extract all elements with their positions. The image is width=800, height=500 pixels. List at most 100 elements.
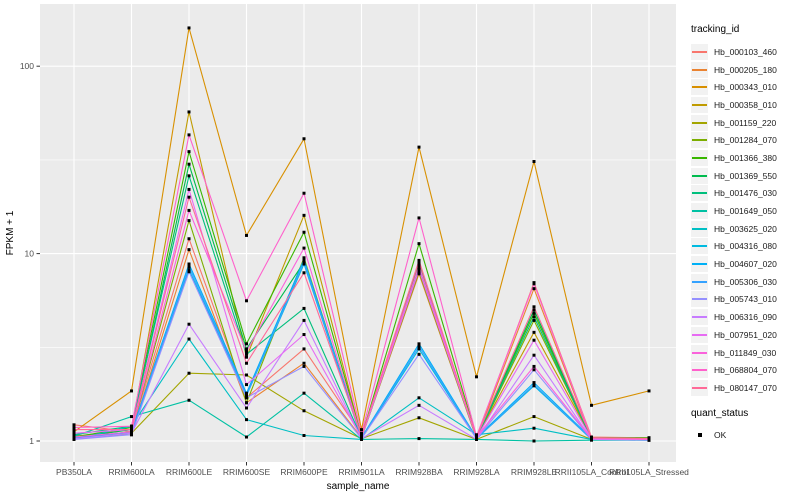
data-point	[187, 371, 191, 375]
data-point	[245, 355, 248, 359]
data-point	[532, 383, 536, 387]
data-point	[417, 416, 421, 420]
legend-title: tracking_id	[691, 24, 740, 35]
legend-item-label: Hb_011849_030	[714, 347, 777, 358]
data-point	[187, 208, 191, 212]
data-point	[187, 248, 191, 252]
quant-legend-key	[691, 427, 708, 443]
data-point	[187, 322, 191, 326]
data-point	[187, 26, 191, 30]
data-point	[302, 333, 306, 337]
data-point	[532, 353, 536, 357]
data-point	[187, 398, 191, 402]
legend-item-label: Hb_003625_020	[714, 223, 777, 234]
legend-item: Hb_005306_030	[691, 273, 799, 291]
data-point	[130, 428, 133, 432]
legend-item-label: Hb_001284_070	[714, 135, 777, 146]
data-point	[532, 415, 536, 419]
legend-key-line	[692, 121, 707, 124]
data-point	[187, 195, 191, 199]
data-point	[302, 364, 306, 368]
data-point	[302, 213, 306, 217]
data-point	[245, 299, 248, 303]
data-point	[302, 256, 306, 260]
legend-key	[691, 362, 708, 379]
data-point	[417, 396, 421, 400]
data-point	[302, 306, 306, 310]
data-point	[360, 431, 363, 435]
data-point	[360, 434, 363, 438]
data-point	[302, 409, 306, 413]
x-tick-label: RRIM928LA	[453, 467, 500, 477]
data-point	[417, 264, 421, 268]
data-point	[532, 160, 536, 164]
data-point	[72, 435, 76, 439]
x-tick-label: RRIM600PE	[280, 467, 328, 477]
x-tick-label: RRIM600LA	[108, 467, 155, 477]
data-point	[647, 437, 651, 441]
data-point	[532, 381, 536, 385]
y-tick-label: 1	[29, 436, 34, 446]
data-point	[245, 373, 248, 377]
y-tick-label: 10	[25, 249, 35, 259]
data-point	[130, 415, 133, 419]
data-point	[475, 435, 478, 439]
data-point	[302, 318, 306, 322]
data-point	[187, 268, 191, 272]
legend-key-line	[692, 245, 707, 248]
data-point	[475, 433, 478, 437]
legend-item-label: Hb_000103_460	[714, 46, 777, 57]
data-point	[245, 401, 248, 405]
data-point	[532, 338, 536, 342]
legend-key	[691, 43, 708, 60]
panel-background	[40, 4, 676, 462]
legend-key-line	[692, 369, 707, 372]
data-point	[417, 272, 421, 276]
data-point	[245, 418, 248, 422]
legend-item-label: Hb_001159_220	[714, 117, 777, 128]
x-tick-label: RRIM928BA	[395, 467, 443, 477]
data-point	[187, 162, 191, 166]
legend-key	[691, 79, 708, 96]
legend-key	[691, 273, 708, 290]
legend-item-label: Hb_006316_090	[714, 312, 777, 323]
legend-key	[691, 238, 708, 255]
legend-key-line	[692, 50, 707, 53]
legend-key-line	[692, 333, 707, 336]
data-point	[417, 268, 421, 272]
data-point	[302, 246, 306, 250]
legend-item-label: Hb_004607_020	[714, 259, 777, 270]
data-point	[187, 187, 191, 191]
legend-items: Hb_000103_460 Hb_000205_180 Hb_000343_010 H…	[691, 43, 799, 397]
legend-key-line	[692, 156, 707, 159]
legend-item: Hb_000103_460	[691, 43, 799, 61]
legend-item-label: Hb_000205_180	[714, 64, 777, 75]
legend-key	[691, 61, 708, 78]
data-point	[245, 347, 248, 351]
legend-item-label: Hb_001369_550	[714, 170, 777, 181]
legend-item: Hb_007951_020	[691, 326, 799, 344]
quant-legend-item: OK	[691, 426, 799, 444]
data-point	[417, 270, 421, 274]
data-point	[302, 347, 306, 351]
quant-legend-label: OK	[714, 429, 727, 440]
data-point	[245, 391, 248, 395]
x-tick-label: RRIM600SE	[223, 467, 271, 477]
plot-svg: 1 10 100 PB350LA RRIM600LA RRIM600LE RRIM600SE…	[5, 4, 689, 492]
quant-legend-title: quant_status	[691, 407, 749, 419]
legend-key-line	[692, 86, 707, 89]
data-point	[72, 428, 76, 432]
data-point	[475, 437, 478, 441]
legend-key	[691, 203, 708, 220]
legend-key	[691, 256, 708, 273]
legend-key-line	[692, 192, 707, 195]
legend-key	[691, 379, 708, 396]
quant-legend-items: OK	[691, 426, 799, 444]
legend-item: Hb_080147_070	[691, 379, 799, 397]
data-point	[187, 110, 191, 114]
data-point	[417, 342, 421, 346]
data-point	[187, 219, 191, 223]
legend-key-line	[692, 103, 707, 106]
legend-item-label: Hb_000343_010	[714, 82, 777, 93]
legend-item-label: Hb_007951_020	[714, 329, 777, 340]
